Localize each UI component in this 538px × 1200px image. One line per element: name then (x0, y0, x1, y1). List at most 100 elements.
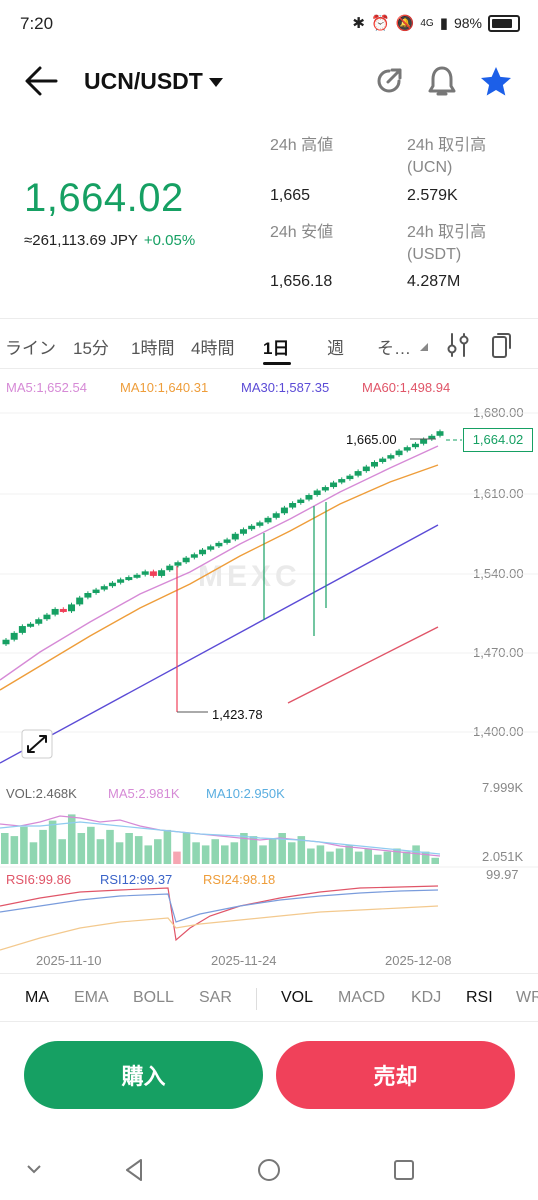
nav-back-icon[interactable] (122, 1157, 146, 1183)
volume-bar (230, 842, 239, 864)
price-jpy: ≈261,113.69 JPY +0.05% (24, 232, 195, 249)
volume-bar (326, 851, 334, 864)
pair-selector[interactable]: UCN/USDT (84, 68, 223, 95)
battery-icon (488, 14, 520, 32)
candle-body (321, 487, 329, 491)
chevron-down-icon[interactable] (24, 1157, 44, 1181)
tab-15m[interactable]: 15分 (73, 339, 109, 358)
candle-body (68, 604, 76, 612)
indicator-boll[interactable]: BOLL (133, 989, 174, 1006)
star-icon[interactable] (478, 64, 514, 100)
price-change: +0.05% (143, 232, 196, 249)
rotate-screen-icon[interactable] (489, 331, 513, 359)
volume-bar (125, 833, 133, 864)
low-value: 1,656.18 (270, 273, 333, 290)
vol-axis-top: 7.999K (482, 780, 524, 795)
candle-body (133, 574, 141, 578)
candlestick-chart[interactable]: MEXC (0, 398, 538, 778)
indicator-macd[interactable]: MACD (338, 989, 386, 1006)
volume-bar (58, 839, 66, 864)
current-price-tag: 1,664.02 (463, 428, 533, 452)
bluetooth-icon: ✱ (352, 15, 365, 32)
tab-4h[interactable]: 4時間 (191, 339, 235, 358)
indicator-kdj[interactable]: KDJ (411, 989, 442, 1006)
expand-icon[interactable] (21, 729, 53, 759)
vol-ma5-line (0, 815, 441, 857)
volume-bar (154, 839, 162, 864)
volume-bar (221, 845, 229, 864)
candle-body (387, 455, 395, 459)
share-icon[interactable] (372, 64, 406, 98)
settings-sliders-icon[interactable] (446, 331, 470, 359)
vol-ma10-line (0, 821, 441, 855)
rsi24-legend: RSI24:98.18 (203, 872, 276, 887)
ma10-legend: MA10:1,640.31 (120, 380, 209, 395)
vol-ucn-label: 24h 取引高 (UCN) (407, 135, 486, 179)
candle-body (248, 525, 256, 530)
volume-bar (20, 826, 28, 864)
buy-button[interactable]: 購入 (24, 1041, 263, 1109)
mexc-watermark: MEXC (198, 560, 301, 593)
bell-icon[interactable] (426, 64, 458, 98)
tab-1w[interactable]: 週 (327, 339, 344, 358)
candle-body (76, 597, 84, 605)
back-arrow-icon[interactable] (22, 62, 60, 100)
candle-body (100, 586, 108, 590)
nav-home-icon[interactable] (256, 1157, 282, 1183)
candle-body (305, 495, 313, 500)
volume-bar (354, 851, 363, 864)
candle-body (92, 589, 100, 594)
low-label: 24h 安値 (270, 224, 334, 241)
volume-bar (115, 842, 124, 864)
indicator-wr[interactable]: WR (516, 989, 538, 1006)
vol-ucn-label-line1: 24h 取引高 (407, 137, 487, 154)
indicator-ma[interactable]: MA (25, 989, 49, 1006)
volume-bar (87, 826, 95, 864)
volume-bar (106, 829, 114, 864)
divider (0, 1021, 538, 1022)
volume-bar (240, 833, 248, 864)
indicator-vol[interactable]: VOL (281, 989, 314, 1006)
candle-body (59, 608, 67, 612)
volume-bar (67, 814, 76, 864)
volume-bar (77, 833, 86, 864)
volume-bar (287, 842, 296, 864)
volume-bar (297, 836, 306, 864)
volume-bar (431, 857, 439, 864)
date-label: 2025-11-10 (36, 953, 102, 968)
indicator-sar[interactable]: SAR (199, 989, 232, 1006)
candle-body (43, 614, 51, 620)
battery-percent: 98% (453, 15, 482, 31)
volume-bar (383, 851, 392, 864)
rsi6-legend: RSI6:99.86 (6, 872, 72, 887)
tab-line[interactable]: ライン (5, 339, 56, 358)
volume-chart (0, 814, 441, 864)
tab-1h[interactable]: 1時間 (131, 339, 175, 358)
candle-body (420, 439, 428, 444)
ma60-line (287, 626, 439, 704)
candle-body (297, 499, 305, 504)
volume-bar (96, 839, 105, 864)
candle-body (330, 482, 338, 488)
tab-1d[interactable]: 1日 (263, 339, 290, 358)
mute-icon: 🔕 (395, 15, 415, 32)
indicator-rsi[interactable]: RSI (466, 989, 493, 1006)
candle-body (35, 619, 43, 624)
volume-bar (182, 833, 191, 864)
chevron-down-icon (208, 78, 223, 88)
candle-body (108, 582, 116, 587)
volume-bar (201, 845, 210, 864)
nav-recents-icon[interactable] (392, 1157, 416, 1183)
alarm-icon: ⏰ (370, 15, 390, 32)
vol-usdt-label-line1: 24h 取引高 (407, 224, 487, 241)
candle-body (280, 507, 288, 514)
volume-bar (364, 848, 373, 864)
vol-usdt-value: 4.287M (407, 273, 461, 290)
indicator-ema[interactable]: EMA (74, 989, 109, 1006)
candle-body (346, 475, 354, 480)
sell-button[interactable]: 売却 (276, 1041, 515, 1109)
candle-body (84, 593, 92, 598)
tab-more[interactable]: そ… (377, 339, 411, 358)
volume-bar (259, 845, 267, 864)
volume-bar (144, 845, 153, 864)
